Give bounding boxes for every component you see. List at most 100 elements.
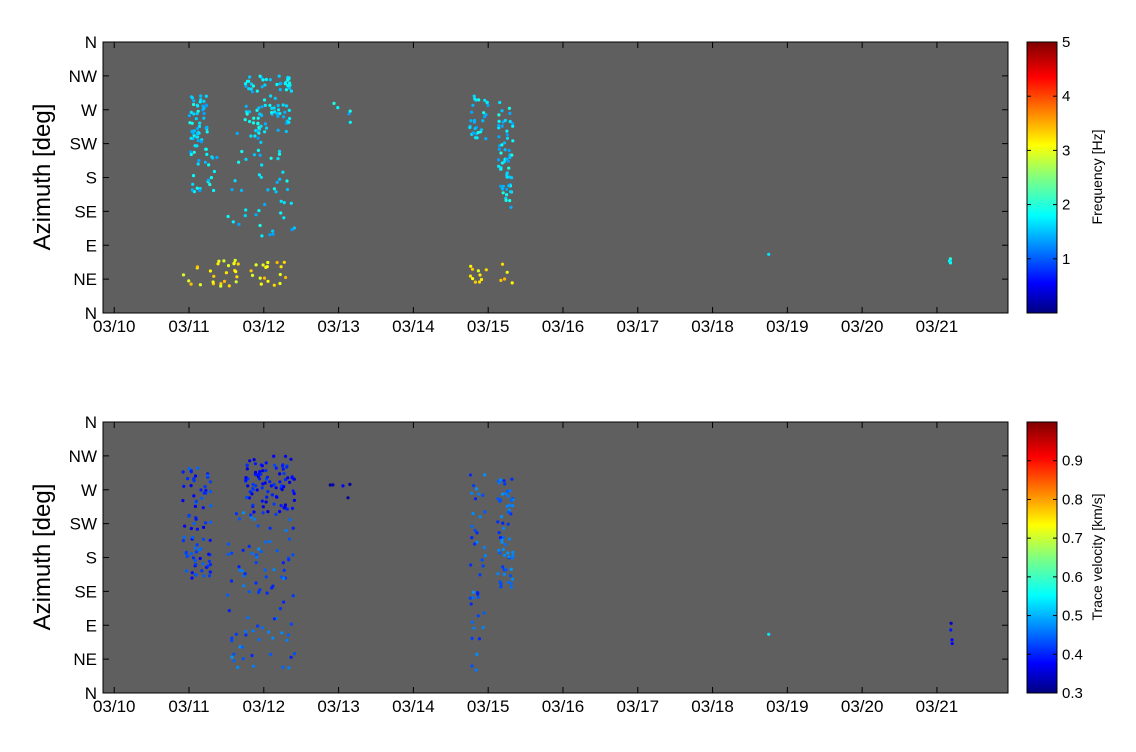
scatter-point <box>277 74 281 78</box>
scatter-point <box>503 148 507 152</box>
scatter-point <box>273 463 277 467</box>
scatter-point <box>246 616 250 620</box>
y-axis-label-trace-velocity: Azimuth [deg] <box>29 484 56 631</box>
scatter-point <box>261 263 265 267</box>
scatter-point <box>506 522 510 526</box>
x-tick-label: 03/21 <box>916 317 959 336</box>
scatter-point <box>198 283 202 287</box>
scatter-point <box>190 96 194 100</box>
scatter-point <box>250 273 255 277</box>
scatter-point <box>257 131 261 135</box>
scatter-point <box>196 138 200 143</box>
scatter-point <box>287 77 291 81</box>
scatter-point <box>272 502 276 506</box>
scatter-point <box>269 156 273 160</box>
y-ticks-frequency: N NE E SE S SW W NW N <box>69 33 1008 323</box>
scatter-point <box>347 112 351 116</box>
scatter-point <box>497 531 501 535</box>
y-tick-label: N <box>85 33 97 52</box>
scatter-point <box>470 664 474 668</box>
scatter-point <box>237 565 241 569</box>
colorbar-tick-label: 5 <box>1062 34 1070 51</box>
colorbar-label-trace-velocity: Trace velocity [km/s] <box>1089 493 1105 620</box>
scatter-point <box>202 116 206 120</box>
scatter-point <box>232 659 236 663</box>
scatter-point <box>280 487 284 492</box>
scatter-point <box>469 602 473 606</box>
scatter-point <box>275 111 279 115</box>
scatter-point <box>236 262 240 266</box>
scatter-point <box>498 551 502 555</box>
scatter-point <box>189 282 193 286</box>
scatter-point <box>280 631 284 635</box>
scatter-point <box>204 103 209 107</box>
scatter-point <box>269 652 273 657</box>
scatter-point <box>277 152 282 156</box>
colorbar-tick-label: 0.8 <box>1062 491 1083 508</box>
scatter-point <box>264 500 268 504</box>
scatter-point <box>201 506 205 510</box>
y-tick-label: SW <box>70 135 97 154</box>
scatter-point <box>248 75 252 79</box>
scatter-point <box>241 511 246 515</box>
scatter-point <box>281 665 285 669</box>
scatter-point <box>476 595 480 599</box>
scatter-point <box>198 100 202 104</box>
scatter-point <box>203 160 207 164</box>
scatter-point <box>224 271 228 275</box>
scatter-point <box>272 454 276 458</box>
scatter-point <box>278 480 282 484</box>
scatter-point <box>194 117 198 121</box>
scatter-point <box>191 535 195 540</box>
scatter-point <box>484 113 488 117</box>
scatter-point <box>498 478 503 482</box>
scatter-point <box>263 103 267 107</box>
scatter-point <box>204 126 208 130</box>
scatter-point <box>508 503 512 507</box>
scatter-point <box>192 150 196 154</box>
scatter-point <box>501 548 505 552</box>
scatter-point <box>278 607 282 611</box>
scatter-point <box>499 498 503 502</box>
scatter-point <box>509 582 513 586</box>
scatter-point <box>265 265 269 269</box>
scatter-point <box>474 668 478 672</box>
scatter-point <box>195 127 200 131</box>
scatter-point <box>496 520 500 524</box>
scatter-point <box>501 184 505 188</box>
scatter-point <box>263 202 267 207</box>
scatter-point <box>194 573 198 577</box>
scatter-point <box>508 119 512 124</box>
scatter-point <box>269 94 273 98</box>
scatter-point <box>510 577 515 581</box>
y-tick-label: SW <box>70 515 97 534</box>
scatter-point <box>272 568 276 572</box>
scatter-point <box>505 187 509 191</box>
scatter-point <box>243 630 248 634</box>
scatter-point <box>258 74 262 78</box>
scatter-point <box>289 622 293 626</box>
scatter-point <box>245 463 249 467</box>
scatter-point <box>282 201 286 205</box>
x-tick-label: 03/20 <box>841 697 884 716</box>
scatter-point <box>290 228 294 232</box>
scatter-point <box>226 593 230 597</box>
scatter-point <box>260 85 264 89</box>
scatter-point <box>477 98 481 102</box>
scatter-point <box>203 485 207 489</box>
scatter-point <box>243 82 248 86</box>
scatter-point <box>261 469 265 473</box>
scatter-point <box>186 476 190 481</box>
scatter-point <box>194 499 198 503</box>
scatter-point <box>193 559 197 563</box>
x-ticks-frequency: 03/10 03/11 03/12 03/13 03/14 03/15 03/16 03/17… <box>93 42 958 336</box>
scatter-point <box>475 540 479 544</box>
scatter-point <box>253 462 257 466</box>
scatter-point <box>250 492 254 496</box>
scatter-point <box>503 553 507 558</box>
scatter-point <box>241 548 245 552</box>
scatter-point <box>289 457 293 461</box>
scatter-points-trace-velocity <box>181 454 954 672</box>
scatter-point <box>202 111 206 116</box>
x-tick-label: 03/21 <box>916 697 959 716</box>
